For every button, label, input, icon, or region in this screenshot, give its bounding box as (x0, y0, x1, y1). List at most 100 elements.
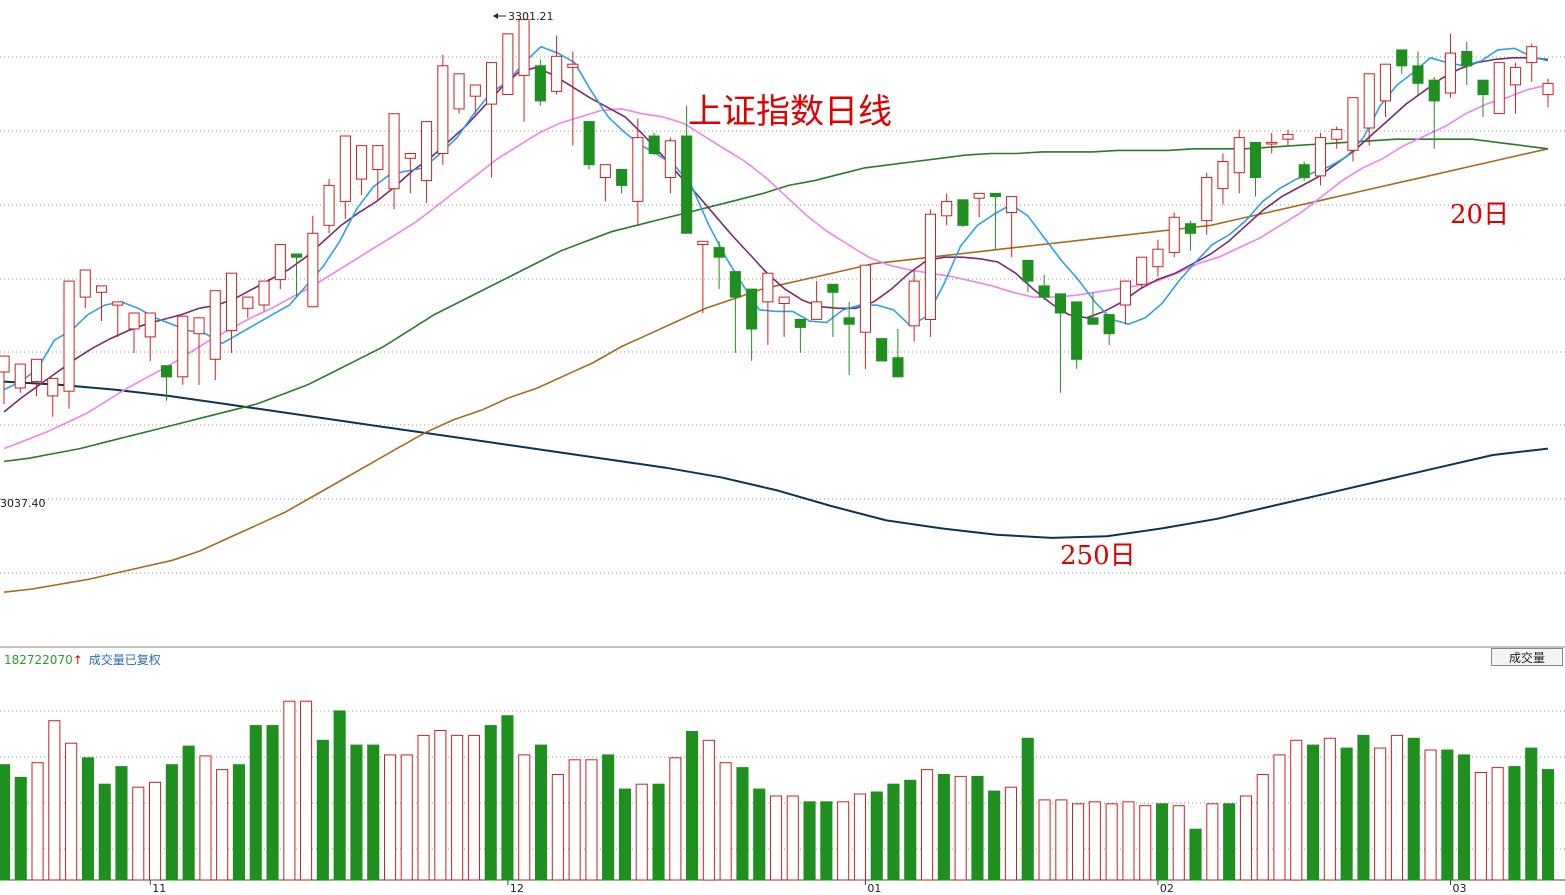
volume-bar (518, 754, 531, 881)
volume-bar (1290, 739, 1303, 881)
volume-bar (1239, 795, 1253, 881)
volume-bar (1424, 749, 1437, 881)
candle-body (1071, 301, 1083, 360)
candle (1168, 212, 1180, 258)
candle (1298, 161, 1310, 181)
volume-bar (1004, 786, 1018, 881)
volume-indicator-button[interactable]: 成交量 (1491, 648, 1563, 666)
candle (1542, 78, 1554, 108)
candle-body (1233, 137, 1245, 174)
candle (794, 318, 806, 353)
volume-bar (568, 759, 581, 881)
volume-bar (1055, 799, 1068, 881)
ma120-line (3, 148, 1549, 593)
candle (1444, 33, 1457, 98)
candle (226, 272, 238, 353)
volume-bar (14, 776, 27, 881)
candle-body (1542, 82, 1554, 96)
candle-body (307, 232, 319, 308)
candle (96, 285, 108, 322)
candle (1428, 76, 1440, 149)
volume-bar (686, 731, 699, 881)
low-price-label: 3037.40 (0, 497, 46, 510)
volume-bar (216, 769, 229, 881)
volume-bar (585, 759, 598, 881)
candle-body (681, 135, 693, 234)
volume-bar (1189, 828, 1202, 881)
volume-bar (954, 775, 967, 881)
candle-body (778, 296, 790, 305)
volume-bar (316, 739, 329, 881)
candle-body (762, 272, 774, 303)
volume-bar (971, 775, 984, 881)
candle (713, 241, 725, 290)
volume-bar (870, 791, 883, 881)
volume-bar (31, 762, 44, 881)
candle-body (746, 288, 758, 330)
candle-body (1461, 51, 1473, 67)
volume-bar (618, 788, 632, 881)
volume-bar (937, 774, 950, 881)
candle (274, 244, 286, 290)
x-tick-label: 03 (1452, 882, 1466, 895)
candle (356, 145, 368, 196)
candle (1396, 49, 1408, 74)
volume-bar (1256, 774, 1269, 881)
volume-bar (65, 742, 78, 881)
candle-body (859, 264, 872, 333)
candle-body (339, 135, 351, 202)
volume-bar (1139, 805, 1152, 881)
volume-bar (786, 795, 799, 881)
volume-bar (501, 715, 514, 881)
x-tick: 03 (1449, 880, 1466, 895)
candle (1314, 132, 1327, 186)
candle-body (1428, 79, 1440, 102)
candle-body (1493, 62, 1505, 115)
candle-body (957, 199, 969, 226)
x-tick-label: 11 (152, 882, 166, 895)
candle (47, 377, 59, 417)
candle-body (551, 55, 563, 92)
candle-body (1119, 280, 1132, 306)
candle (1249, 141, 1262, 197)
x-tick-label: 02 (1160, 882, 1174, 895)
candle-body (941, 200, 953, 217)
candle-body (876, 338, 888, 362)
x-tick: 12 (507, 880, 524, 895)
candle-body (31, 358, 43, 383)
candle-body (193, 317, 205, 335)
volume-bar (602, 754, 615, 881)
candle (859, 264, 872, 369)
candle (762, 272, 774, 345)
volume-bar (753, 788, 766, 881)
candle-body (1103, 314, 1115, 335)
volume-bar (367, 744, 380, 881)
candle-body (1266, 141, 1278, 145)
candle (778, 296, 790, 337)
candle (827, 283, 839, 337)
candle (486, 62, 498, 178)
x-tick: 11 (149, 880, 166, 895)
candle (193, 317, 205, 385)
candle-body (209, 290, 221, 360)
candle-body (973, 192, 985, 199)
candle (31, 358, 43, 396)
volume-bar (300, 700, 313, 881)
candle (599, 164, 611, 202)
candle (258, 280, 270, 312)
volume-bar (1508, 766, 1521, 881)
candle-body (908, 280, 920, 327)
candle-body (1006, 196, 1018, 214)
candle (79, 269, 91, 309)
candle (1038, 274, 1050, 301)
volume-bar (199, 755, 212, 881)
volume-bar (1156, 803, 1169, 881)
volume-bar (1374, 747, 1387, 881)
volume-bar (652, 783, 665, 881)
candle-body (1054, 293, 1067, 314)
volume-bar (1206, 803, 1219, 881)
volume-bar (1072, 803, 1085, 881)
candle (1233, 129, 1245, 194)
candle (209, 290, 221, 381)
volume-bar (1491, 767, 1504, 881)
